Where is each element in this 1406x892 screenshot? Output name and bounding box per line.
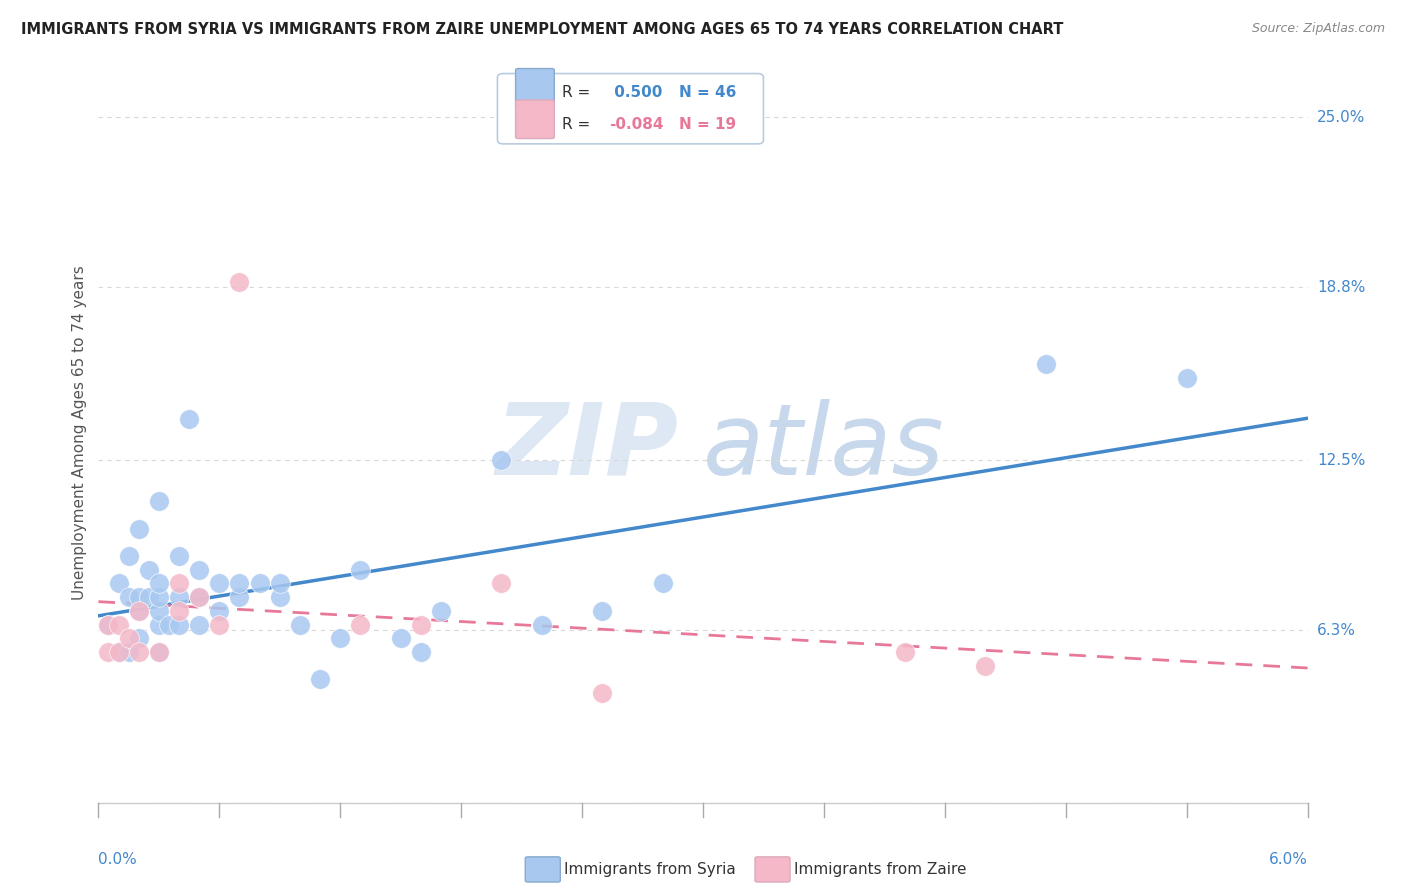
Point — [188, 590, 211, 604]
Point — [491, 576, 513, 591]
Point — [148, 617, 170, 632]
Point — [208, 604, 231, 618]
Text: atlas: atlas — [703, 399, 945, 496]
Point — [167, 549, 190, 563]
FancyBboxPatch shape — [498, 73, 763, 144]
Point — [228, 590, 250, 604]
Point — [128, 645, 150, 659]
Point — [591, 686, 613, 700]
Point — [167, 590, 190, 604]
Point — [188, 590, 211, 604]
Text: 18.8%: 18.8% — [1317, 280, 1365, 294]
Point — [167, 617, 190, 632]
Point — [148, 604, 170, 618]
FancyBboxPatch shape — [755, 857, 790, 882]
Point — [148, 576, 170, 591]
Text: 0.500: 0.500 — [609, 86, 662, 101]
Point — [128, 604, 150, 618]
Text: Source: ZipAtlas.com: Source: ZipAtlas.com — [1251, 22, 1385, 36]
Point — [1035, 357, 1057, 371]
Point — [118, 590, 141, 604]
FancyBboxPatch shape — [516, 69, 554, 107]
Text: 25.0%: 25.0% — [1317, 110, 1365, 125]
Point — [893, 645, 915, 659]
Y-axis label: Unemployment Among Ages 65 to 74 years: Unemployment Among Ages 65 to 74 years — [72, 265, 87, 600]
Point — [249, 576, 271, 591]
Text: 0.0%: 0.0% — [98, 852, 138, 867]
Point — [651, 576, 673, 591]
Text: -0.084: -0.084 — [609, 117, 664, 132]
Point — [138, 563, 160, 577]
Text: R =: R = — [561, 117, 595, 132]
Point — [118, 549, 141, 563]
Point — [107, 576, 129, 591]
Point — [430, 604, 453, 618]
Point — [409, 617, 432, 632]
Point — [107, 645, 129, 659]
Point — [138, 590, 160, 604]
Point — [269, 590, 291, 604]
Point — [118, 632, 141, 646]
Point — [148, 494, 170, 508]
Point — [188, 617, 211, 632]
Point — [228, 576, 250, 591]
Point — [97, 645, 120, 659]
Point — [389, 632, 412, 646]
Point — [107, 645, 129, 659]
Point — [128, 522, 150, 536]
Point — [118, 645, 141, 659]
Text: 6.3%: 6.3% — [1317, 623, 1357, 638]
Point — [269, 576, 291, 591]
Point — [167, 604, 190, 618]
Point — [309, 673, 332, 687]
FancyBboxPatch shape — [516, 100, 554, 138]
Point — [228, 275, 250, 289]
Point — [349, 563, 371, 577]
Point — [128, 604, 150, 618]
Text: 12.5%: 12.5% — [1317, 452, 1365, 467]
Point — [530, 617, 553, 632]
Point — [974, 658, 997, 673]
Point — [148, 645, 170, 659]
Point — [157, 617, 180, 632]
Text: R =: R = — [561, 86, 595, 101]
Text: Immigrants from Zaire: Immigrants from Zaire — [793, 862, 966, 877]
Text: IMMIGRANTS FROM SYRIA VS IMMIGRANTS FROM ZAIRE UNEMPLOYMENT AMONG AGES 65 TO 74 : IMMIGRANTS FROM SYRIA VS IMMIGRANTS FROM… — [21, 22, 1063, 37]
Point — [591, 604, 613, 618]
Point — [97, 617, 120, 632]
Text: 6.0%: 6.0% — [1268, 852, 1308, 867]
Point — [97, 617, 120, 632]
Point — [288, 617, 311, 632]
Point — [188, 563, 211, 577]
Point — [491, 453, 513, 467]
Point — [409, 645, 432, 659]
Text: N = 19: N = 19 — [679, 117, 735, 132]
FancyBboxPatch shape — [526, 857, 561, 882]
Text: Immigrants from Syria: Immigrants from Syria — [564, 862, 735, 877]
Text: N = 46: N = 46 — [679, 86, 737, 101]
Point — [128, 590, 150, 604]
Point — [128, 632, 150, 646]
Point — [148, 645, 170, 659]
Point — [179, 412, 201, 426]
Point — [208, 617, 231, 632]
Point — [1175, 371, 1198, 385]
Point — [107, 617, 129, 632]
Text: ZIP: ZIP — [496, 399, 679, 496]
Point — [208, 576, 231, 591]
Point — [349, 617, 371, 632]
Point — [329, 632, 352, 646]
Point — [167, 576, 190, 591]
Point — [148, 590, 170, 604]
